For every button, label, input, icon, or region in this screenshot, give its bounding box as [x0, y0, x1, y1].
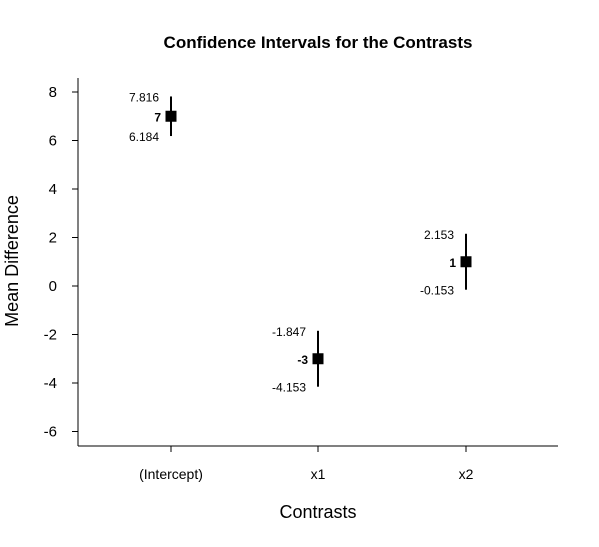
y-tick-label: 0	[49, 278, 57, 295]
y-tick-label: 2	[49, 230, 57, 247]
marks-layer: 7.816 7 6.184 -1.847 -3 -4.153 2.153 1 -0.153	[129, 90, 472, 395]
estimate-point	[312, 353, 324, 365]
chart-title: Confidence Intervals for the Contrasts	[164, 33, 473, 52]
lower-bound-label: 6.184	[129, 130, 159, 144]
y-axis-title: Mean Difference	[2, 195, 22, 327]
estimate-point	[165, 110, 177, 122]
y-tick-label: 6	[49, 133, 57, 150]
y-tick-label: -2	[44, 327, 57, 344]
x-axis-title: Contrasts	[279, 502, 356, 522]
estimate-point	[460, 256, 472, 268]
upper-bound-label: -1.847	[272, 325, 306, 339]
y-tick-label: -4	[44, 375, 57, 392]
upper-bound-label: 7.816	[129, 90, 159, 104]
axes-layer: 8 6 4 2 0 -2 -4 -6 (Intercept) x1 x2	[44, 78, 558, 482]
estimate-label: 1	[449, 256, 456, 270]
estimate-label: -3	[297, 353, 308, 367]
upper-bound-label: 2.153	[424, 228, 454, 242]
lower-bound-label: -4.153	[272, 381, 306, 395]
x-tick-label: x2	[459, 466, 474, 482]
lower-bound-label: -0.153	[420, 284, 454, 298]
x-tick-label: (Intercept)	[139, 466, 203, 482]
y-tick-label: 8	[49, 84, 57, 101]
estimate-label: 7	[154, 110, 161, 124]
y-tick-label: 4	[49, 181, 57, 198]
x-tick-label: x1	[311, 466, 326, 482]
y-tick-label: -6	[44, 424, 57, 441]
